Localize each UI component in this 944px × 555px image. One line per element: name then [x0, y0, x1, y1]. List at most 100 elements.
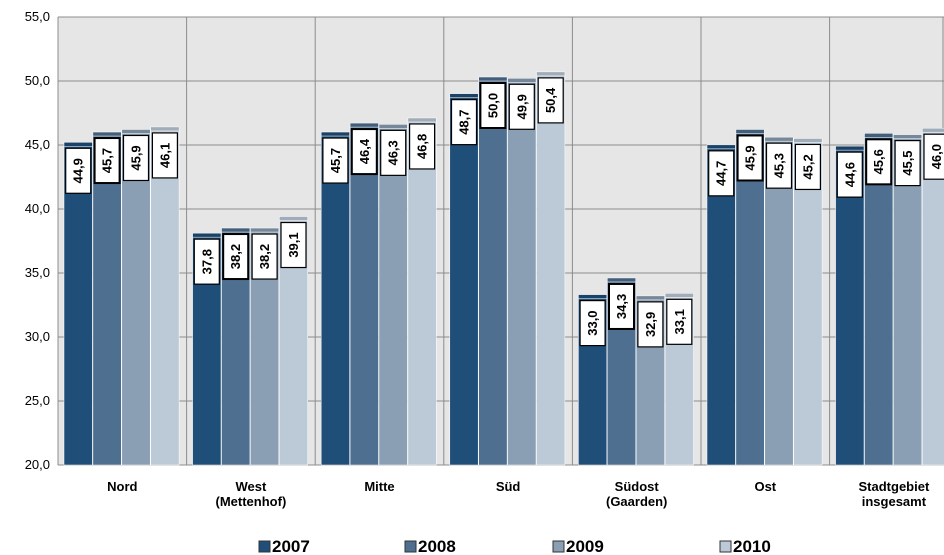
bar-2008 [92, 135, 122, 466]
bar-2010 [793, 142, 823, 466]
bar-2007 [835, 149, 865, 466]
category-label: insgesamt [862, 494, 927, 509]
y-tick-label: 20,0 [25, 457, 50, 472]
data-label: 45,9 [129, 145, 144, 170]
data-label: 32,9 [643, 312, 658, 337]
data-label-box [380, 129, 407, 176]
data-label-box [865, 138, 893, 186]
data-label-box [666, 298, 693, 345]
y-tick-label: 40,0 [25, 201, 50, 216]
legend-swatch-2010 [719, 540, 732, 553]
legend-swatch-2008 [404, 540, 417, 553]
data-label: 44,7 [714, 161, 729, 186]
data-label-box [836, 151, 863, 198]
legend-label: 2008 [418, 537, 456, 555]
data-label-box [93, 137, 121, 185]
bar-2010 [922, 131, 944, 466]
category-label: Süd [496, 479, 521, 494]
data-label: 46,0 [929, 144, 944, 169]
data-label: 45,2 [800, 154, 815, 179]
data-label-box [608, 282, 635, 330]
category-label: Stadtgebiet [859, 479, 930, 494]
data-label-box [122, 134, 150, 182]
data-label-box [479, 82, 507, 129]
data-label-box [736, 134, 764, 182]
data-label: 46,3 [386, 140, 401, 165]
data-label-box [193, 238, 220, 285]
data-label-box [65, 147, 92, 194]
data-label: 37,8 [199, 249, 214, 274]
category-label: (Gaarden) [606, 494, 667, 509]
data-label: 45,9 [743, 145, 758, 170]
data-label-box [151, 132, 178, 179]
data-label: 38,2 [228, 244, 243, 269]
y-tick-label: 25,0 [25, 393, 50, 408]
bar-2009 [893, 138, 923, 466]
bar-2010 [407, 121, 437, 466]
bar-2007 [449, 97, 479, 466]
category-label: Nord [107, 479, 137, 494]
data-label-box [923, 133, 944, 180]
legend-label: 2009 [566, 537, 604, 555]
data-label-box [322, 137, 349, 184]
data-label-box [794, 143, 822, 191]
y-tick-label: 50,0 [25, 73, 50, 88]
data-label: 33,0 [585, 310, 600, 335]
legend-label: 2010 [733, 537, 771, 555]
data-label-box [350, 128, 378, 176]
bar-2008 [349, 126, 379, 466]
category-label: Mitte [364, 479, 394, 494]
y-tick-label: 55,0 [25, 9, 50, 24]
bar-2009 [378, 128, 408, 466]
bar-2008 [735, 133, 765, 466]
bar-2010 [536, 75, 566, 466]
data-label: 46,1 [157, 143, 172, 168]
category-label: Südost [615, 479, 660, 494]
y-tick-label: 45,0 [25, 137, 50, 152]
data-label: 46,4 [357, 138, 372, 164]
data-label: 44,6 [842, 162, 857, 187]
bar-2007 [320, 135, 350, 466]
data-label: 50,4 [543, 87, 558, 113]
data-label: 49,9 [514, 94, 529, 119]
bar-2009 [121, 133, 151, 466]
bar-2009 [507, 82, 537, 466]
category-label: West [235, 479, 266, 494]
data-label-box [765, 142, 793, 189]
data-label: 39,1 [286, 232, 301, 257]
data-label: 45,5 [900, 150, 915, 175]
bar-2008 [864, 137, 894, 466]
bar-2009 [764, 140, 794, 466]
legend: 2007 2008 2009 2010 [258, 537, 771, 555]
data-label-box [409, 123, 436, 170]
data-label-box [537, 77, 564, 124]
data-label: 34,3 [614, 294, 629, 319]
data-label: 45,6 [871, 149, 886, 174]
data-labels: 44,9 45,7 45,9 46,1 37,8 38,2 38,2 39,1 45,7 46,4… [65, 77, 944, 348]
data-label-box [222, 233, 250, 281]
data-label-box [708, 150, 735, 197]
data-label: 45,3 [772, 153, 787, 178]
y-tick-label: 35,0 [25, 265, 50, 280]
data-label: 50,0 [485, 93, 500, 118]
data-label: 48,7 [457, 109, 472, 134]
data-label: 33,1 [672, 309, 687, 334]
data-label: 38,2 [257, 244, 272, 269]
data-label: 45,7 [100, 148, 115, 173]
legend-label: 2007 [272, 537, 310, 555]
category-label: Ost [754, 479, 776, 494]
data-label-box [251, 233, 278, 280]
data-label: 44,9 [71, 158, 86, 183]
y-tick-label: 30,0 [25, 329, 50, 344]
data-label-box [894, 140, 921, 187]
legend-swatch-2007 [258, 540, 271, 553]
data-label-box [450, 99, 478, 146]
data-label-box [579, 300, 606, 347]
category-label: (Mettenhof) [216, 494, 287, 509]
data-label: 46,8 [415, 134, 430, 159]
y-axis-ticks: 20,0 25,0 30,0 35,0 40,0 45,0 50,0 55,0 [25, 9, 50, 472]
bar-2007 [63, 146, 93, 466]
x-axis-categories: Nord West(Mettenhof) Mitte Süd Südost(Gaarde… [107, 479, 930, 509]
data-label-box [280, 221, 307, 269]
